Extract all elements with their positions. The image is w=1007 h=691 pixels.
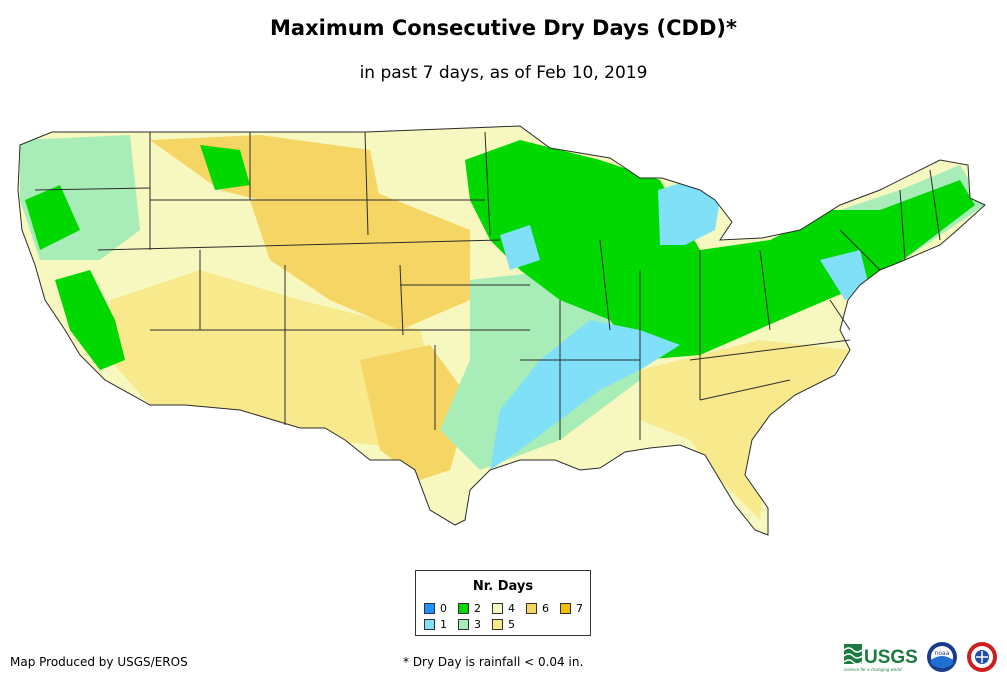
map-credit: Map Produced by USGS/EROS: [10, 655, 188, 669]
usgs-logo: USGS science for a changing world: [843, 644, 918, 672]
legend-swatch-7: [560, 603, 571, 614]
washington-wet-zone: [25, 185, 80, 250]
legend-swatch-6: [526, 603, 537, 614]
legend: Nr. Days 0 1 2 3 4 5 6 7: [415, 570, 591, 636]
map-subtitle: in past 7 days, as of Feb 10, 2019: [359, 63, 648, 83]
us-dry-days-map: [17, 125, 986, 536]
legend-label-5: 5: [508, 618, 515, 631]
legend-swatch-0: [424, 603, 435, 614]
mississippi-valley-zone: [490, 320, 680, 470]
lake-michigan-zone: [658, 180, 720, 245]
legend-swatch-4: [492, 603, 503, 614]
legend-label-6: 6: [542, 602, 549, 615]
legend-title: Nr. Days: [472, 579, 534, 594]
legend-label-2: 2: [474, 602, 481, 615]
map-title: Maximum Consecutive Dry Days (CDD)*: [270, 16, 737, 40]
legend-label-0: 0: [440, 602, 447, 615]
dry-day-footnote: * Dry Day is rainfall < 0.04 in.: [403, 655, 584, 669]
legend-label-7: 7: [576, 602, 583, 615]
legend-label-1: 1: [440, 618, 447, 631]
california-wet-zone: [55, 270, 125, 370]
idaho-wet-zone: [200, 145, 250, 190]
southwest-zone: [110, 270, 440, 450]
plains-zone: [250, 190, 470, 330]
legend-swatch-3: [458, 619, 469, 630]
svg-text:noaa: noaa: [935, 650, 950, 657]
southeast-zone: [640, 340, 850, 520]
noaa-logo: noaa: [927, 642, 957, 672]
svg-text:USGS: USGS: [864, 647, 918, 668]
legend-label-3: 3: [474, 618, 481, 631]
midwest-wet-zone: [465, 140, 975, 360]
legend-swatch-1: [424, 619, 435, 630]
state-borders: [17, 125, 986, 536]
texas-zone: [360, 345, 470, 480]
legend-swatch-2: [458, 603, 469, 614]
legend-label-4: 4: [508, 602, 515, 615]
svg-text:science for a changing world: science for a changing world: [844, 667, 902, 672]
iowa-zone: [500, 225, 540, 270]
nws-logo: [967, 642, 997, 672]
agency-logos: USGS science for a changing world noaa: [843, 642, 997, 672]
legend-swatch-5: [492, 619, 503, 630]
